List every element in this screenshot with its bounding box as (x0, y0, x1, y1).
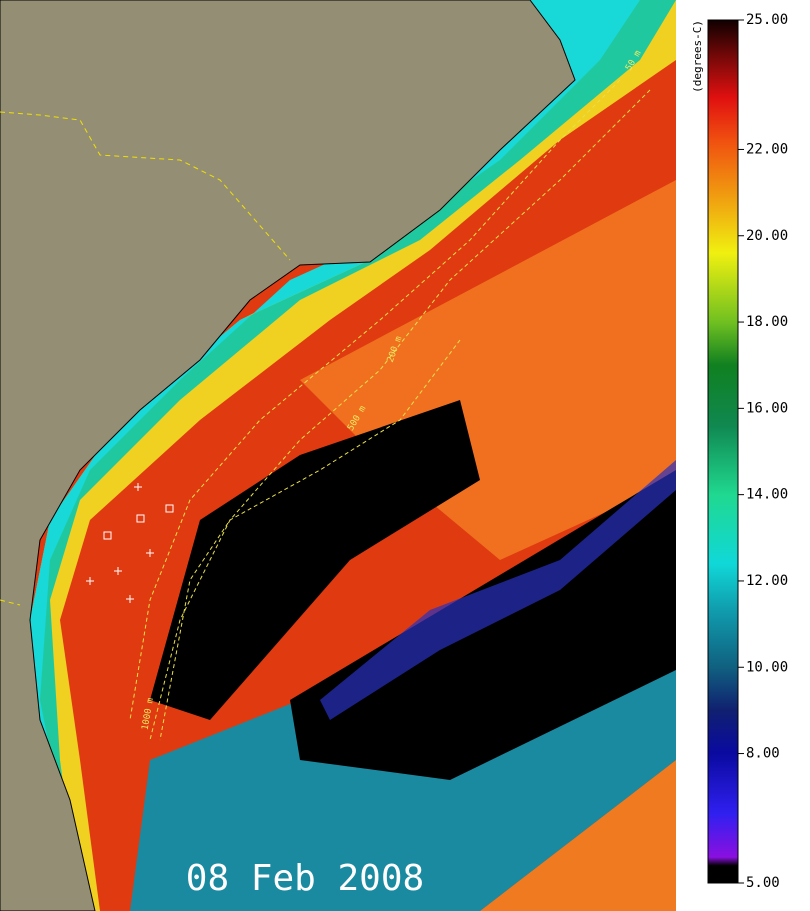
colorbar-title: (degrees-C) (691, 20, 704, 93)
colorbar-tick-label: 25.00 (746, 12, 788, 28)
contour-line (149, 89, 651, 741)
contour-line (129, 79, 621, 721)
colorbar-tick-label: 16.00 (746, 400, 788, 416)
contour-line (159, 339, 461, 741)
colorbar-tick-label: 14.00 (746, 487, 788, 503)
colorbar-tick-label: 8.00 (746, 746, 780, 762)
colorbar-tick-label: 20.00 (746, 228, 788, 244)
land (0, 0, 576, 911)
colorbar-tick-label: 5.00 (746, 875, 780, 891)
shelf-front (30, 0, 676, 911)
colorbar (707, 19, 739, 884)
mixed-water (130, 660, 676, 911)
colorbar-tick-label: 10.00 (746, 659, 788, 675)
colorbar-tick-label: 12.00 (746, 573, 788, 589)
state-border (0, 111, 291, 606)
colorbar-tick-label: 18.00 (746, 314, 788, 330)
cold-edge (320, 460, 676, 720)
eddy (150, 400, 480, 720)
map-area: 50 m 200 m 500 m 1000 m 08 Feb 2008 (0, 0, 676, 911)
colorbar-tick-label: 22.00 (746, 141, 788, 157)
colorbar-panel (676, 0, 810, 911)
station-markers (86, 483, 174, 603)
date-label: 08 Feb 2008 (186, 858, 424, 899)
